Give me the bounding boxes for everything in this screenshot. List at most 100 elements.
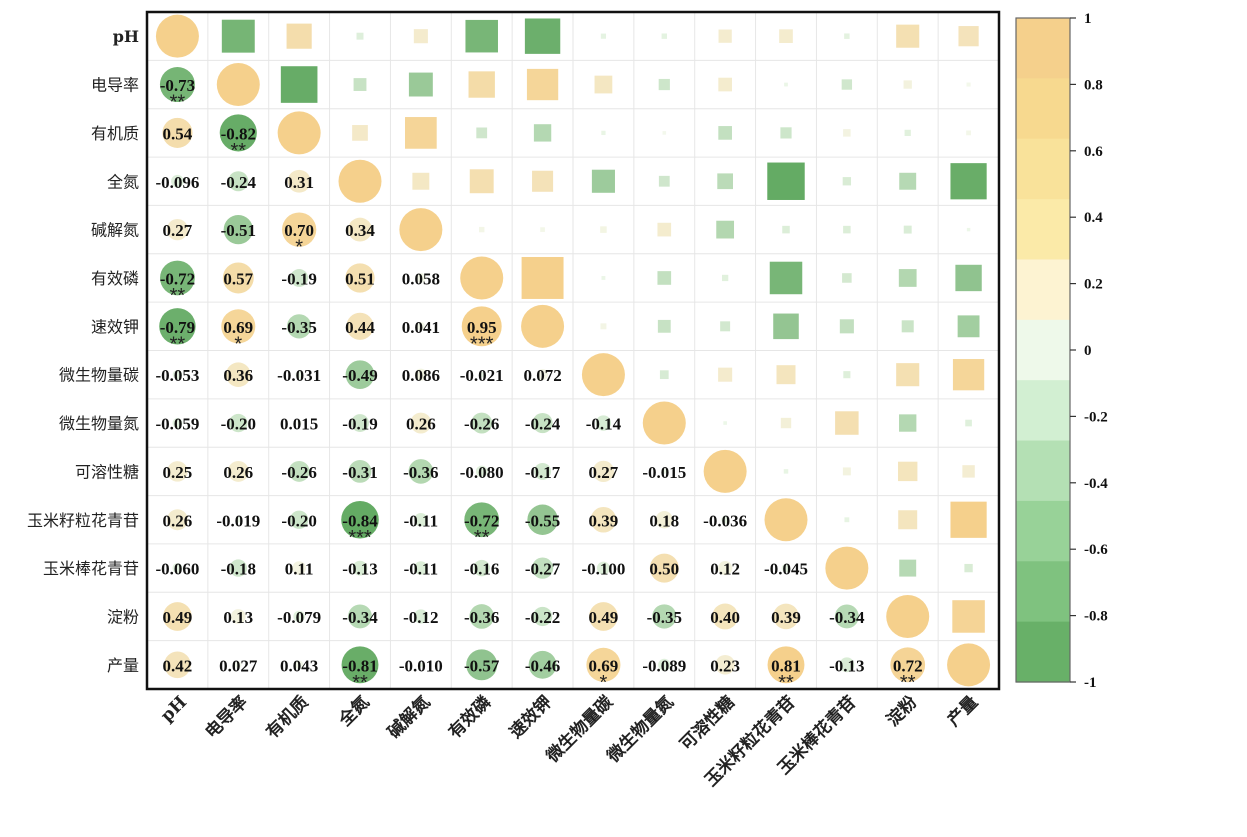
correlation-value: 0.36 xyxy=(223,366,253,385)
correlation-value: -0.34 xyxy=(342,608,378,627)
upper-square xyxy=(843,225,851,234)
lower-circle xyxy=(223,214,253,245)
colorbar-tick-label: -0.4 xyxy=(1084,476,1108,492)
upper-square xyxy=(783,469,789,474)
upper-square xyxy=(717,173,733,190)
upper-square xyxy=(844,517,850,523)
row-label: 淀粉 xyxy=(107,607,139,626)
upper-square xyxy=(780,417,792,429)
row-label: 有效磷 xyxy=(91,269,139,288)
upper-square xyxy=(718,367,733,382)
upper-square xyxy=(723,421,727,425)
correlation-value: -0.26 xyxy=(281,463,316,482)
lower-circle xyxy=(288,460,310,482)
lower-circle xyxy=(172,418,183,429)
matrix-cells: -0.73**0.54 -0.82**-0.096 -0.24 0.310.27 -0.… xyxy=(155,14,991,694)
diagonal-circle xyxy=(277,111,321,155)
column-label: 碱解氮 xyxy=(383,692,434,743)
lower-circle xyxy=(235,516,242,523)
diagonal-circle xyxy=(703,449,747,493)
significance-stars: ** xyxy=(170,92,186,114)
correlation-value: -0.79 xyxy=(160,318,195,337)
colorbar-tick-label: -0.8 xyxy=(1084,609,1108,625)
lower-circle xyxy=(290,269,309,287)
diagonal-circle xyxy=(764,498,808,542)
diagonal-circle xyxy=(642,401,686,445)
upper-square xyxy=(412,172,430,190)
row-label: 速效钾 xyxy=(91,317,139,336)
correlation-value: -0.26 xyxy=(464,415,499,434)
correlation-value: 0.27 xyxy=(163,221,193,240)
significance-stars: *** xyxy=(348,527,372,549)
lower-circle xyxy=(164,651,191,679)
correlation-value: -0.18 xyxy=(221,560,256,579)
lower-circle xyxy=(537,369,549,381)
upper-square xyxy=(966,227,971,232)
lower-circle xyxy=(341,646,379,684)
upper-square xyxy=(469,169,494,194)
lower-circle xyxy=(415,273,426,283)
lower-circle xyxy=(287,314,312,339)
upper-square xyxy=(899,172,917,190)
upper-square xyxy=(601,276,606,280)
lower-circle xyxy=(225,362,251,387)
lower-circle xyxy=(163,602,192,631)
upper-square xyxy=(958,26,979,47)
lower-circle xyxy=(345,263,375,293)
row-label: 碱解氮 xyxy=(91,221,139,240)
correlation-value: -0.55 xyxy=(525,511,560,530)
lower-circle xyxy=(166,509,188,531)
lower-circle xyxy=(351,414,369,432)
correlation-value: 0.072 xyxy=(523,366,561,385)
upper-square xyxy=(476,127,488,139)
lower-circle xyxy=(655,511,673,529)
significance-stars: ** xyxy=(900,672,916,694)
colorbar-tick-label: 0 xyxy=(1084,343,1092,359)
upper-square xyxy=(532,170,554,192)
row-label: pH xyxy=(113,27,139,46)
colorbar-tick-label: 0.2 xyxy=(1084,277,1103,293)
upper-square xyxy=(718,126,732,140)
colorbar: 1 0.8 0.6 0.4 0.2 0 -0.2 -0.4 -0.6 -0.8 -1 xyxy=(1015,11,1108,691)
colorbar-band xyxy=(1016,199,1070,261)
colorbar-band xyxy=(1016,621,1070,683)
upper-square xyxy=(658,78,670,91)
upper-square xyxy=(839,319,854,334)
correlation-value: -0.51 xyxy=(221,221,256,240)
lower-circle xyxy=(295,371,303,379)
correlation-value: 0.041 xyxy=(402,318,440,337)
lower-circle xyxy=(890,647,926,683)
upper-square xyxy=(591,169,615,193)
row-label: 产量 xyxy=(107,656,139,675)
lower-circle xyxy=(410,412,432,434)
upper-square xyxy=(841,79,853,90)
lower-circle xyxy=(281,212,317,247)
correlation-value: 0.12 xyxy=(710,560,740,579)
correlation-value: 0.31 xyxy=(284,173,314,192)
diagonal-circle xyxy=(947,643,991,687)
upper-square xyxy=(662,131,667,135)
colorbar-tick-label: -0.2 xyxy=(1084,409,1108,425)
colorbar-band xyxy=(1016,561,1070,623)
colorbar-band xyxy=(1016,500,1070,562)
correlation-value: 0.11 xyxy=(285,560,314,579)
upper-square xyxy=(356,32,364,40)
correlation-value: -0.17 xyxy=(525,463,561,482)
diagonal-circle xyxy=(521,304,565,348)
lower-circle xyxy=(652,604,677,629)
lower-circle xyxy=(352,560,368,576)
upper-square xyxy=(657,319,671,333)
row-label: 玉米籽粒花青苷 xyxy=(27,511,139,530)
matrix-frame xyxy=(145,10,1001,691)
significance-stars: * xyxy=(600,672,608,694)
correlation-value: -0.27 xyxy=(525,560,561,579)
lower-circle xyxy=(712,603,739,630)
lower-circle xyxy=(413,609,428,624)
upper-square xyxy=(661,33,667,39)
correlation-value: 0.027 xyxy=(219,656,258,675)
correlation-value: -0.20 xyxy=(281,511,316,530)
correlation-value: -0.72 xyxy=(464,511,499,530)
upper-square xyxy=(896,24,920,48)
row-label: 玉米棒花青苷 xyxy=(43,559,139,578)
correlation-value: 0.81 xyxy=(771,656,801,675)
